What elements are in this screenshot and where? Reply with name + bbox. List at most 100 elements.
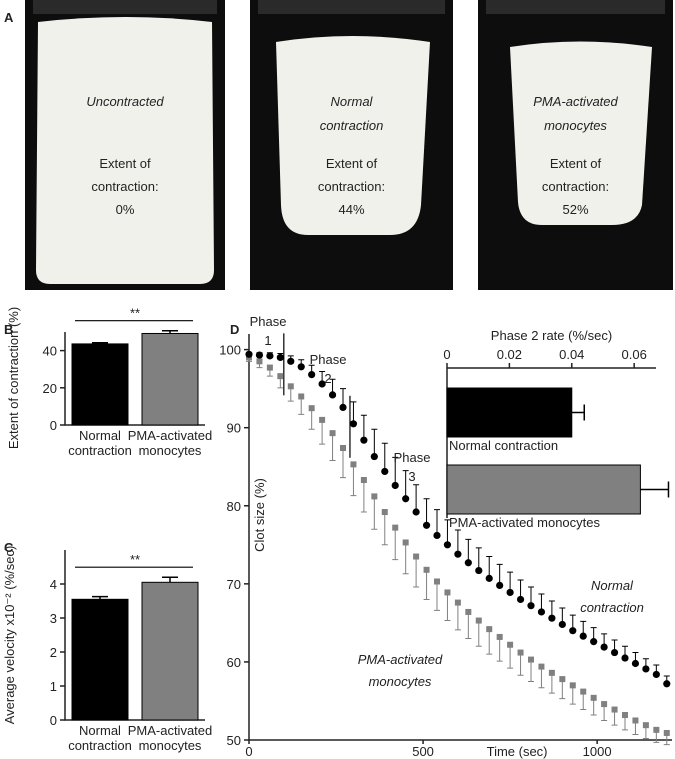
point xyxy=(548,669,555,676)
x-tick-label: 0.02 xyxy=(497,347,522,362)
error-bar xyxy=(319,419,326,445)
y-tick-label: 4 xyxy=(50,577,57,592)
point xyxy=(297,363,305,371)
point xyxy=(548,614,556,622)
error-bar xyxy=(465,611,472,639)
chart-title: Phase 2 rate (%/sec) xyxy=(491,328,612,343)
point xyxy=(402,495,410,503)
category-label: Normal contraction xyxy=(449,438,558,453)
point xyxy=(496,633,503,640)
x-tick-label: 0 xyxy=(245,744,252,759)
point xyxy=(590,694,597,701)
error-bar xyxy=(548,672,555,694)
panel-label: C xyxy=(4,540,14,555)
error-bar xyxy=(402,470,409,499)
tube-rim xyxy=(258,0,445,14)
photo-caption: Extent of xyxy=(326,156,378,171)
point xyxy=(308,371,316,379)
photo-caption: contraction: xyxy=(542,179,609,194)
point xyxy=(580,688,587,695)
point xyxy=(402,539,409,546)
point xyxy=(412,508,420,516)
point xyxy=(558,620,566,629)
photo-title: Uncontracted xyxy=(86,94,164,109)
error-bar xyxy=(92,342,108,344)
photo-caption: contraction: xyxy=(318,179,385,194)
y-axis-label: Extent of contraction (%) xyxy=(6,307,21,449)
error-bar xyxy=(162,576,178,583)
bar xyxy=(71,343,129,426)
x-tick-label: 500 xyxy=(412,744,434,759)
photo-value: 44% xyxy=(338,202,364,217)
point xyxy=(464,559,472,567)
point xyxy=(266,364,273,371)
point xyxy=(392,524,399,531)
error-bar xyxy=(360,414,367,441)
error-bar xyxy=(308,408,315,430)
point xyxy=(538,663,545,670)
annotation: Phase 3 xyxy=(394,450,431,484)
point xyxy=(349,420,358,428)
photo-caption: Extent of xyxy=(550,156,602,171)
annotation: Phase 1 xyxy=(250,314,287,348)
point xyxy=(537,608,546,616)
x-tick-label: PMA-activated monocytes xyxy=(128,723,213,753)
annotation: Normal contraction xyxy=(580,578,644,615)
error-bar xyxy=(402,542,409,575)
x-tick-label: 0.06 xyxy=(622,347,647,362)
annotation: Phase 2 xyxy=(310,352,347,386)
error-bar xyxy=(392,456,399,486)
point xyxy=(517,649,524,656)
category-label: PMA-activated monocytes xyxy=(449,515,601,530)
photo-title: PMA-activated monocytes xyxy=(533,94,618,133)
point xyxy=(433,531,441,540)
point xyxy=(631,659,640,668)
point xyxy=(642,722,649,729)
point xyxy=(256,358,263,365)
point xyxy=(485,574,493,582)
bar xyxy=(446,464,641,515)
clot xyxy=(36,17,214,284)
tube-rim xyxy=(486,0,665,14)
point xyxy=(506,588,514,597)
point xyxy=(328,391,337,399)
x-tick-label: 0.04 xyxy=(559,347,584,362)
point xyxy=(516,595,525,604)
error-bar xyxy=(371,428,378,457)
bar xyxy=(71,598,129,721)
error-bar xyxy=(350,464,357,497)
error-bar xyxy=(434,509,440,536)
point xyxy=(496,581,504,590)
point xyxy=(360,477,367,484)
point xyxy=(287,357,295,365)
error-bar xyxy=(444,519,451,545)
point xyxy=(653,726,660,733)
x-tick-label: Normal contraction xyxy=(68,723,132,753)
y-tick-label: 20 xyxy=(43,381,57,396)
error-bar xyxy=(517,652,524,676)
point xyxy=(621,654,629,662)
point xyxy=(663,680,671,688)
point xyxy=(569,682,576,689)
y-tick-label: 70 xyxy=(227,577,241,592)
point xyxy=(611,706,618,713)
error-bar xyxy=(496,636,503,662)
point xyxy=(528,656,534,663)
panel-label: D xyxy=(230,322,239,337)
error-bar xyxy=(486,556,493,579)
y-tick-label: 80 xyxy=(227,499,241,514)
x-tick-label: Normal contraction xyxy=(68,428,132,458)
error-bar xyxy=(423,569,430,600)
x-tick-label: PMA-activated monocytes xyxy=(128,428,213,458)
panel-label: A xyxy=(4,10,14,25)
point xyxy=(590,638,598,646)
photo-caption: contraction: xyxy=(91,179,158,194)
point xyxy=(319,416,326,423)
point xyxy=(245,350,253,358)
y-tick-label: 1 xyxy=(50,679,57,694)
error-bar xyxy=(329,433,336,461)
point xyxy=(454,550,462,558)
point xyxy=(579,632,587,640)
error-bar xyxy=(162,329,178,334)
